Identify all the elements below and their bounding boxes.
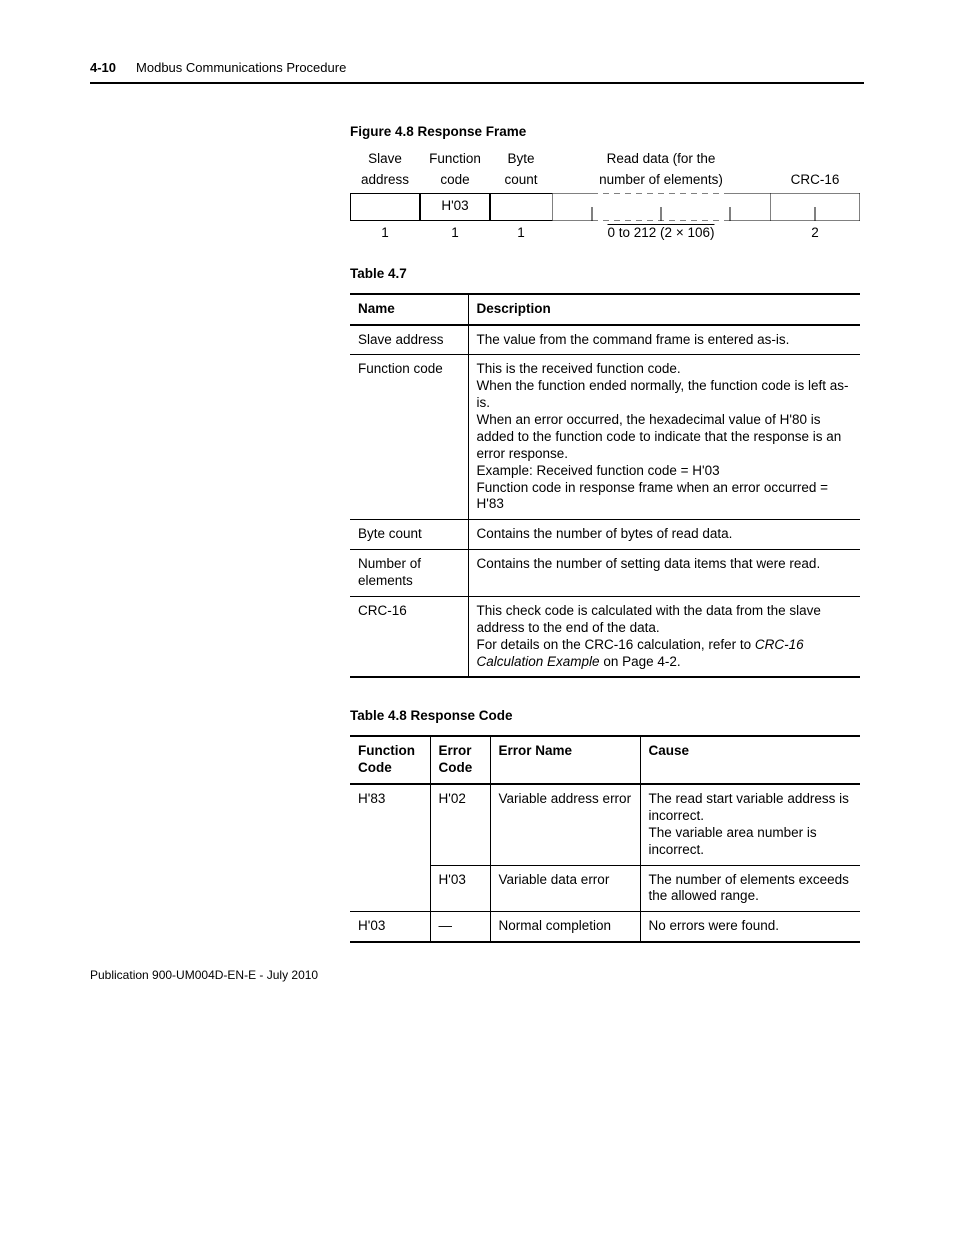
t47-name-3: Number of elements xyxy=(350,550,468,597)
t48-en-1: Variable data error xyxy=(490,865,640,912)
frame-size-data: 0 to 212 (2 × 106) xyxy=(552,221,770,242)
t48-ec-2: — xyxy=(430,912,490,942)
t48-en-2: Normal completion xyxy=(490,912,640,942)
t47-head-desc: Description xyxy=(468,294,860,325)
frame-head-slave-1: Slave xyxy=(350,151,420,172)
t47-desc-0: The value from the command frame is ente… xyxy=(468,325,860,355)
t47-head-name: Name xyxy=(350,294,468,325)
t47-desc-4b: For details on the CRC-16 calculation, r… xyxy=(477,637,755,652)
frame-head-func-2: code xyxy=(420,172,490,193)
frame-size-func: 1 xyxy=(420,221,490,242)
t47-desc-4: This check code is calculated with the d… xyxy=(468,596,860,677)
frame-box-slave xyxy=(350,193,420,221)
figure-title: Figure 4.8 Response Frame xyxy=(350,124,864,141)
frame-head-data-1: Read data (for the xyxy=(552,151,770,172)
t47-desc-3: Contains the number of setting data item… xyxy=(468,550,860,597)
t48-cause-1: The number of elements exceeds the allow… xyxy=(640,865,860,912)
frame-head-crc-1 xyxy=(770,151,860,172)
t48-head-ec: Error Code xyxy=(430,736,490,784)
table-47: Name Description Slave address The value… xyxy=(350,293,860,679)
table47-title: Table 4.7 xyxy=(350,266,864,283)
t48-fc-0: H'83 xyxy=(350,784,430,912)
response-frame-diagram: Slave Function Byte Read data (for the a… xyxy=(350,151,860,242)
t48-head-cause: Cause xyxy=(640,736,860,784)
page-number: 4-10 xyxy=(90,60,116,76)
t48-head-en: Error Name xyxy=(490,736,640,784)
publication-footer: Publication 900-UM004D-EN-E - July 2010 xyxy=(90,968,318,983)
frame-head-slave-2: address xyxy=(350,172,420,193)
t47-name-0: Slave address xyxy=(350,325,468,355)
t47-desc-4a: This check code is calculated with the d… xyxy=(477,603,821,635)
t47-name-1: Function code xyxy=(350,355,468,520)
page-title: Modbus Communications Procedure xyxy=(136,60,346,76)
frame-head-crc-2: CRC-16 xyxy=(770,172,860,193)
frame-box-byte xyxy=(490,193,552,221)
frame-size-crc: 2 xyxy=(770,221,860,242)
t47-desc-2: Contains the number of bytes of read dat… xyxy=(468,520,860,550)
t48-cause-0: The read start variable address is incor… xyxy=(640,784,860,865)
t48-en-0: Variable address error xyxy=(490,784,640,865)
t47-desc-4d: on Page 4-2. xyxy=(600,654,681,669)
t47-name-4: CRC-16 xyxy=(350,596,468,677)
t48-head-fc: Function Code xyxy=(350,736,430,784)
t48-ec-1: H'03 xyxy=(430,865,490,912)
frame-head-func-1: Function xyxy=(420,151,490,172)
t47-desc-1: This is the received function code. When… xyxy=(468,355,860,520)
table-48: Function Code Error Code Error Name Caus… xyxy=(350,735,860,943)
frame-box-crc xyxy=(770,193,860,221)
frame-head-byte-2: count xyxy=(490,172,552,193)
t48-cause-2: No errors were found. xyxy=(640,912,860,942)
frame-box-func: H'03 xyxy=(420,193,490,221)
frame-head-byte-1: Byte xyxy=(490,151,552,172)
frame-size-slave: 1 xyxy=(350,221,420,242)
t48-ec-0: H'02 xyxy=(430,784,490,865)
frame-box-data xyxy=(552,193,770,221)
table48-title: Table 4.8 Response Code xyxy=(350,708,864,725)
frame-head-data-2: number of elements) xyxy=(552,172,770,193)
page-header: 4-10 Modbus Communications Procedure xyxy=(90,60,864,84)
t47-name-2: Byte count xyxy=(350,520,468,550)
t48-fc-2: H'03 xyxy=(350,912,430,942)
frame-size-byte: 1 xyxy=(490,221,552,242)
